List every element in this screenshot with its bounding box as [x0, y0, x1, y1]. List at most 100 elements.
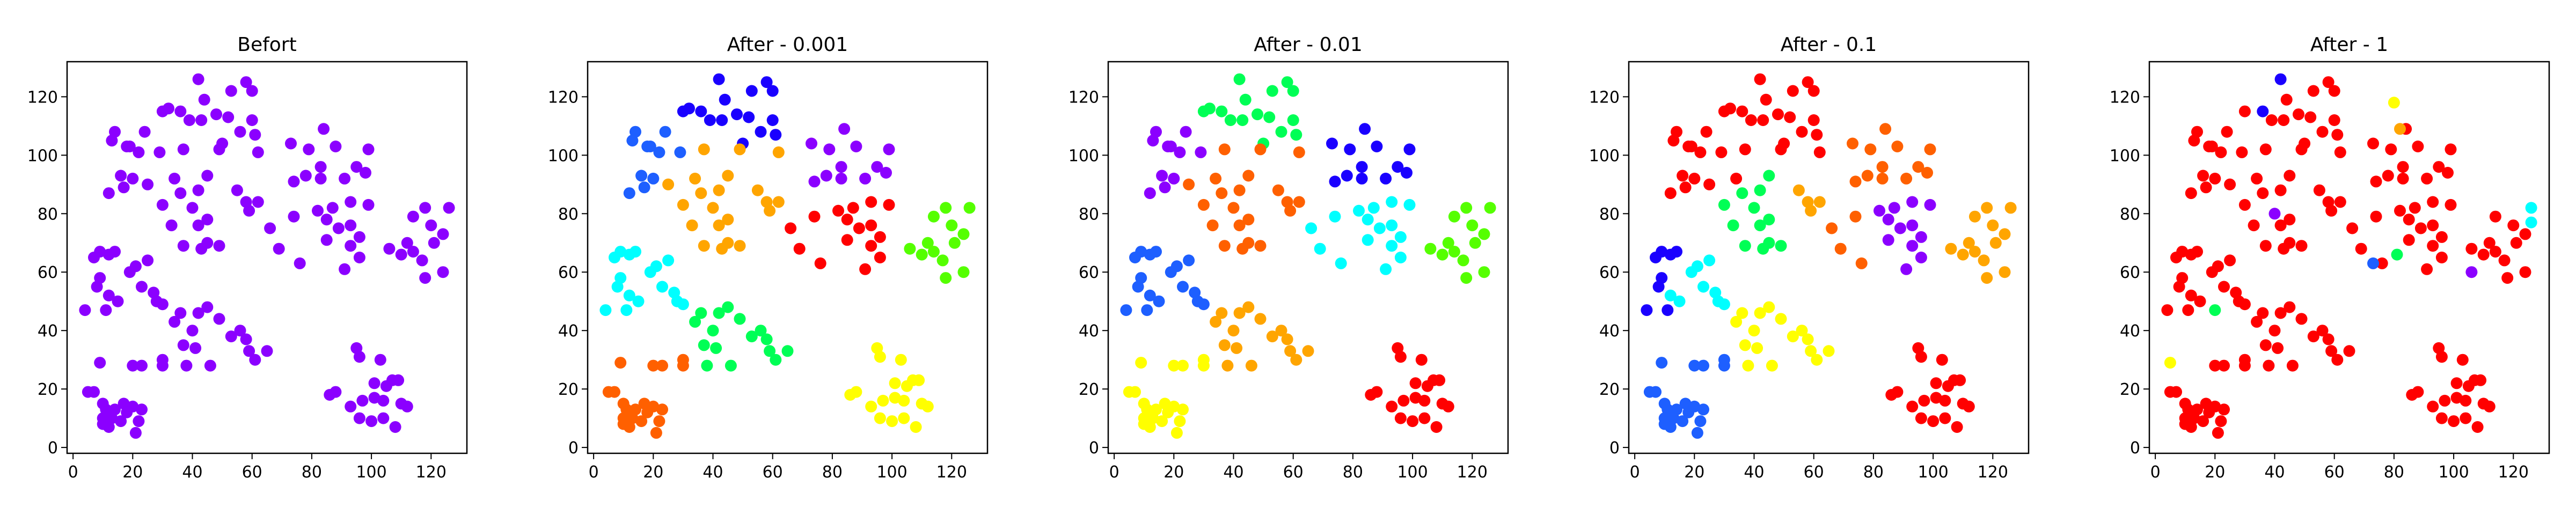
data-point [109, 246, 121, 258]
data-point [1242, 170, 1255, 182]
x-tick-label: 40 [702, 463, 723, 482]
data-point [722, 170, 734, 182]
data-point [1906, 219, 1919, 232]
y-tick-label: 120 [548, 88, 579, 107]
data-point [770, 129, 782, 141]
data-point [764, 204, 776, 217]
data-point [632, 295, 645, 307]
data-point [1915, 412, 1927, 424]
data-point [1394, 252, 1407, 263]
data-point [201, 214, 214, 226]
data-point [2218, 359, 2230, 372]
data-point [2182, 304, 2194, 317]
data-point [1823, 345, 1835, 357]
data-point [1641, 304, 1653, 317]
data-point [620, 304, 633, 317]
data-point [174, 187, 187, 200]
data-point [1924, 143, 1936, 156]
data-point [2200, 181, 2212, 194]
data-point [2442, 167, 2454, 179]
data-point [142, 178, 154, 190]
data-point [2367, 257, 2379, 269]
data-point [1927, 415, 1940, 428]
data-point [898, 412, 910, 424]
y-tick-label: 0 [568, 439, 579, 458]
data-point [380, 380, 392, 392]
data-point [2412, 141, 2424, 152]
data-point [913, 374, 925, 386]
data-point [165, 219, 178, 232]
data-point [115, 415, 127, 428]
data-point [2164, 357, 2176, 369]
data-point [1847, 137, 1858, 150]
data-point [641, 406, 654, 418]
data-point [1218, 240, 1231, 252]
data-point [1834, 242, 1847, 255]
data-point [2414, 222, 2427, 234]
x-tick-label: 40 [2264, 463, 2285, 482]
data-point [2322, 333, 2334, 345]
data-point [1206, 219, 1219, 232]
x-tick-label: 0 [589, 463, 599, 482]
data-point [2209, 172, 2221, 185]
data-point [392, 374, 405, 386]
data-point [2394, 204, 2406, 217]
data-point [1763, 301, 1775, 313]
data-point [2268, 208, 2281, 220]
data-point [2435, 252, 2448, 263]
data-point [1754, 184, 1766, 196]
data-point [2161, 304, 2174, 317]
y-tick-label: 100 [1589, 146, 1620, 165]
data-point [2265, 114, 2278, 126]
panel-title: After - 0.001 [727, 34, 848, 56]
data-point [623, 421, 635, 433]
data-point [169, 315, 181, 328]
data-point [1302, 345, 1314, 357]
data-point [1891, 141, 1904, 152]
data-point [1177, 281, 1189, 293]
data-point [1682, 406, 1695, 418]
data-point [2278, 114, 2290, 126]
data-point [835, 172, 847, 185]
data-point [832, 204, 844, 217]
data-point [2325, 345, 2338, 357]
data-point [1784, 111, 1796, 123]
data-point [847, 202, 859, 214]
data-point [1757, 242, 1769, 255]
data-point [2510, 237, 2522, 249]
data-point [1239, 93, 1252, 106]
data-point [2403, 234, 2415, 246]
data-point [921, 400, 934, 413]
data-point [1442, 400, 1454, 413]
data-point [1673, 295, 1686, 307]
data-point [841, 234, 853, 246]
data-point [883, 198, 895, 211]
x-tick-label: 20 [1163, 463, 1184, 482]
panel-title: After - 0.01 [1254, 34, 1362, 56]
data-point [1697, 359, 1709, 372]
data-point [895, 354, 907, 366]
y-tick-label: 20 [38, 380, 58, 399]
data-point [2259, 339, 2272, 351]
data-point [2004, 202, 2017, 214]
data-point [169, 172, 181, 185]
data-point [213, 313, 225, 325]
data-point [94, 357, 106, 369]
data-point [1694, 146, 1707, 158]
y-tick-label: 120 [1069, 88, 1099, 107]
data-point [2465, 242, 2478, 255]
data-point [698, 143, 710, 156]
x-tick-label: 60 [763, 463, 783, 482]
data-point [103, 289, 115, 301]
data-point [1233, 307, 1246, 319]
data-point [2185, 421, 2197, 433]
x-tick-label: 80 [1343, 463, 1363, 482]
x-tick-label: 0 [1109, 463, 1119, 482]
data-point [353, 351, 365, 363]
data-point [2489, 210, 2501, 223]
data-point [401, 237, 413, 249]
data-point [1141, 304, 1153, 317]
data-point [201, 301, 214, 313]
